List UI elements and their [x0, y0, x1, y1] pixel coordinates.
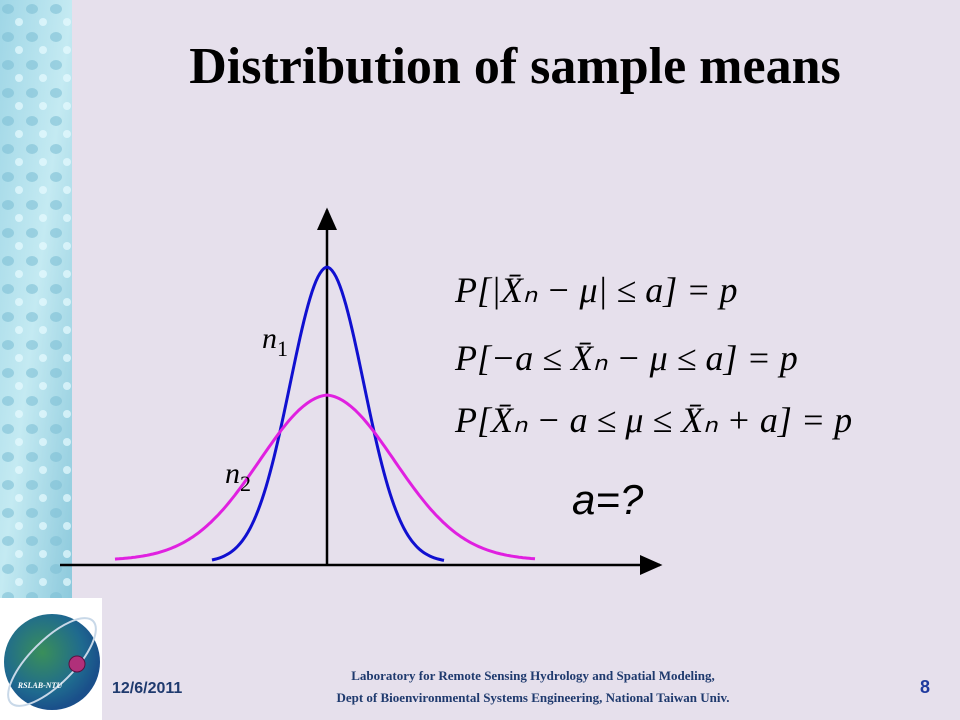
- footer-line: Dept of Bioenvironmental Systems Enginee…: [336, 690, 729, 705]
- curve-n2: [114, 393, 536, 561]
- equation: P[X̄ₙ − a ≤ μ ≤ X̄ₙ + a] = p: [454, 400, 852, 440]
- equation: P[−a ≤ X̄ₙ − μ ≤ a] = p: [454, 338, 798, 378]
- logo-globe: [4, 614, 100, 710]
- question: a=?: [572, 476, 644, 523]
- side-texture: [0, 0, 72, 598]
- page-number: 8: [920, 677, 930, 697]
- logo-orbit: [7, 617, 97, 707]
- curve-label: n1: [262, 322, 288, 361]
- label-symbol: n: [262, 322, 277, 355]
- label-symbol: n: [225, 457, 240, 490]
- curve-label: n2: [225, 457, 251, 496]
- label-subscript: 1: [277, 336, 288, 361]
- label-subscript: 2: [240, 471, 251, 496]
- equation: P[|X̄ₙ − μ| ≤ a] = p: [454, 270, 738, 310]
- slide-title: Distribution of sample means: [189, 38, 840, 95]
- logo-dot: [68, 655, 86, 673]
- footer-date: 12/6/2011: [112, 680, 182, 697]
- curve-n1: [211, 265, 445, 562]
- logo-text: RSLAB-NTU: [17, 681, 64, 690]
- footer-line: Laboratory for Remote Sensing Hydrology …: [351, 668, 715, 683]
